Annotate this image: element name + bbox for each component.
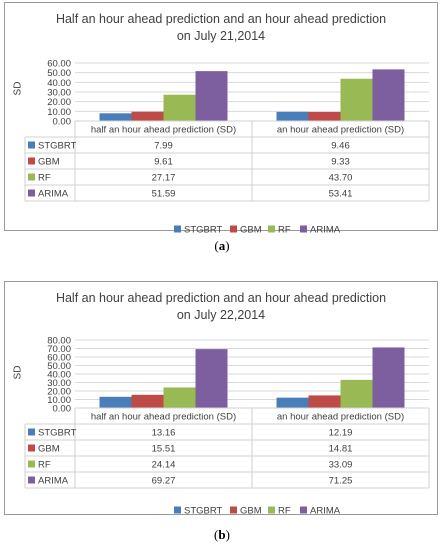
data-label: 14.81 <box>329 444 353 455</box>
chart-title-line2: on July 21,2014 <box>176 29 266 43</box>
series-name: STGBRT <box>38 141 77 152</box>
series-name: RF <box>38 173 51 184</box>
data-label: 24.14 <box>152 460 176 471</box>
y-tick-label: 20.00 <box>47 387 71 398</box>
data-label: 9.46 <box>331 141 350 152</box>
legend-label: RF <box>278 225 291 236</box>
series-name: RF <box>38 460 51 471</box>
x-category-label: an hour ahead prediction (SD) <box>277 125 404 136</box>
data-label: 71.25 <box>329 476 353 487</box>
bar <box>131 111 164 121</box>
series-name: STGBRT <box>38 428 77 439</box>
legend-key <box>28 444 35 452</box>
legend-swatch <box>230 225 237 233</box>
y-tick-label: 0.00 <box>53 404 72 415</box>
bar <box>372 347 405 408</box>
series-name: ARIMA <box>38 476 69 487</box>
legend-swatch <box>174 506 181 514</box>
bar <box>340 379 373 408</box>
caption-letter: a <box>218 238 226 253</box>
legend-label: GBM <box>240 506 262 517</box>
data-label: 69.27 <box>152 476 176 487</box>
legend-label: RF <box>278 506 291 517</box>
bar <box>276 111 309 121</box>
bar <box>131 394 164 408</box>
y-tick-label: 60.00 <box>47 59 71 70</box>
bar <box>163 387 196 408</box>
x-category-label: half an hour ahead prediction (SD) <box>91 412 236 423</box>
data-label: 51.59 <box>152 189 176 200</box>
caption-letter: b <box>218 527 226 542</box>
data-label: 7.99 <box>154 141 173 152</box>
legend-swatch <box>268 506 275 514</box>
bar <box>340 78 373 121</box>
legend-label: STGBRT <box>184 225 223 236</box>
series-name: GBM <box>38 444 60 455</box>
chart-title-line1: Half an hour ahead prediction and an hou… <box>55 291 387 305</box>
legend-label: STGBRT <box>184 506 223 517</box>
data-label: 15.51 <box>152 444 176 455</box>
legend-label: ARIMA <box>310 225 341 236</box>
bar-chart-b: 0.0010.0020.0030.0040.0050.0060.0070.008… <box>24 336 430 517</box>
bar <box>372 69 405 121</box>
bar <box>195 349 228 408</box>
legend-label: ARIMA <box>310 506 341 517</box>
legend-key <box>28 157 35 165</box>
series-name: GBM <box>38 157 60 168</box>
data-label: 9.33 <box>331 157 350 168</box>
y-tick-label: 10.00 <box>47 395 71 406</box>
y-tick-label: 70.00 <box>47 344 71 355</box>
bar <box>195 71 228 121</box>
legend-swatch <box>300 506 307 514</box>
x-category-label: an hour ahead prediction (SD) <box>277 412 404 423</box>
data-label: 53.41 <box>329 189 353 200</box>
data-label: 9.61 <box>154 157 173 168</box>
y-tick-label: 80.00 <box>47 336 71 347</box>
legend-label: GBM <box>240 225 262 236</box>
chart-panel-a: Half an hour ahead prediction and an hou… <box>4 2 438 236</box>
y-tick-label: 40.00 <box>47 78 71 89</box>
y-tick-label: 30.00 <box>47 88 71 99</box>
legend-key <box>28 428 35 436</box>
caption-b: (b) <box>214 527 230 542</box>
data-label: 12.19 <box>329 428 353 439</box>
y-tick-label: 0.00 <box>53 117 72 128</box>
y-tick-label: 10.00 <box>47 107 71 118</box>
legend-swatch <box>268 225 275 233</box>
y-tick-label: 50.00 <box>47 361 71 372</box>
y-tick-label: 40.00 <box>47 370 71 381</box>
series-name: ARIMA <box>38 189 69 200</box>
legend-key <box>28 476 35 484</box>
legend-key <box>28 173 35 181</box>
data-label: 27.17 <box>152 173 176 184</box>
bar <box>308 111 341 121</box>
chart-panel-b: Half an hour ahead prediction and an hou… <box>4 281 438 517</box>
legend-swatch <box>230 506 237 514</box>
bar <box>99 113 132 121</box>
bar <box>99 396 132 408</box>
legend-key <box>28 189 35 197</box>
bar <box>276 397 309 408</box>
legend-swatch <box>300 225 307 233</box>
data-label: 33.09 <box>329 460 353 471</box>
x-category-label: half an hour ahead prediction (SD) <box>91 125 236 136</box>
data-label: 13.16 <box>152 428 176 439</box>
y-tick-label: 20.00 <box>47 97 71 108</box>
y-tick-label: 30.00 <box>47 378 71 389</box>
data-label: 43.70 <box>329 173 353 184</box>
legend-key <box>28 141 35 149</box>
y-tick-label: 50.00 <box>47 68 71 79</box>
caption-a: (a) <box>214 238 230 253</box>
legend-swatch <box>174 225 181 233</box>
chart-title-line1: Half an hour ahead prediction and an hou… <box>55 12 387 26</box>
legend-key <box>28 460 35 468</box>
bar <box>163 94 196 121</box>
bar <box>308 395 341 408</box>
y-tick-label: 60.00 <box>47 353 71 364</box>
chart-title-line2: on July 22,2014 <box>176 308 266 322</box>
